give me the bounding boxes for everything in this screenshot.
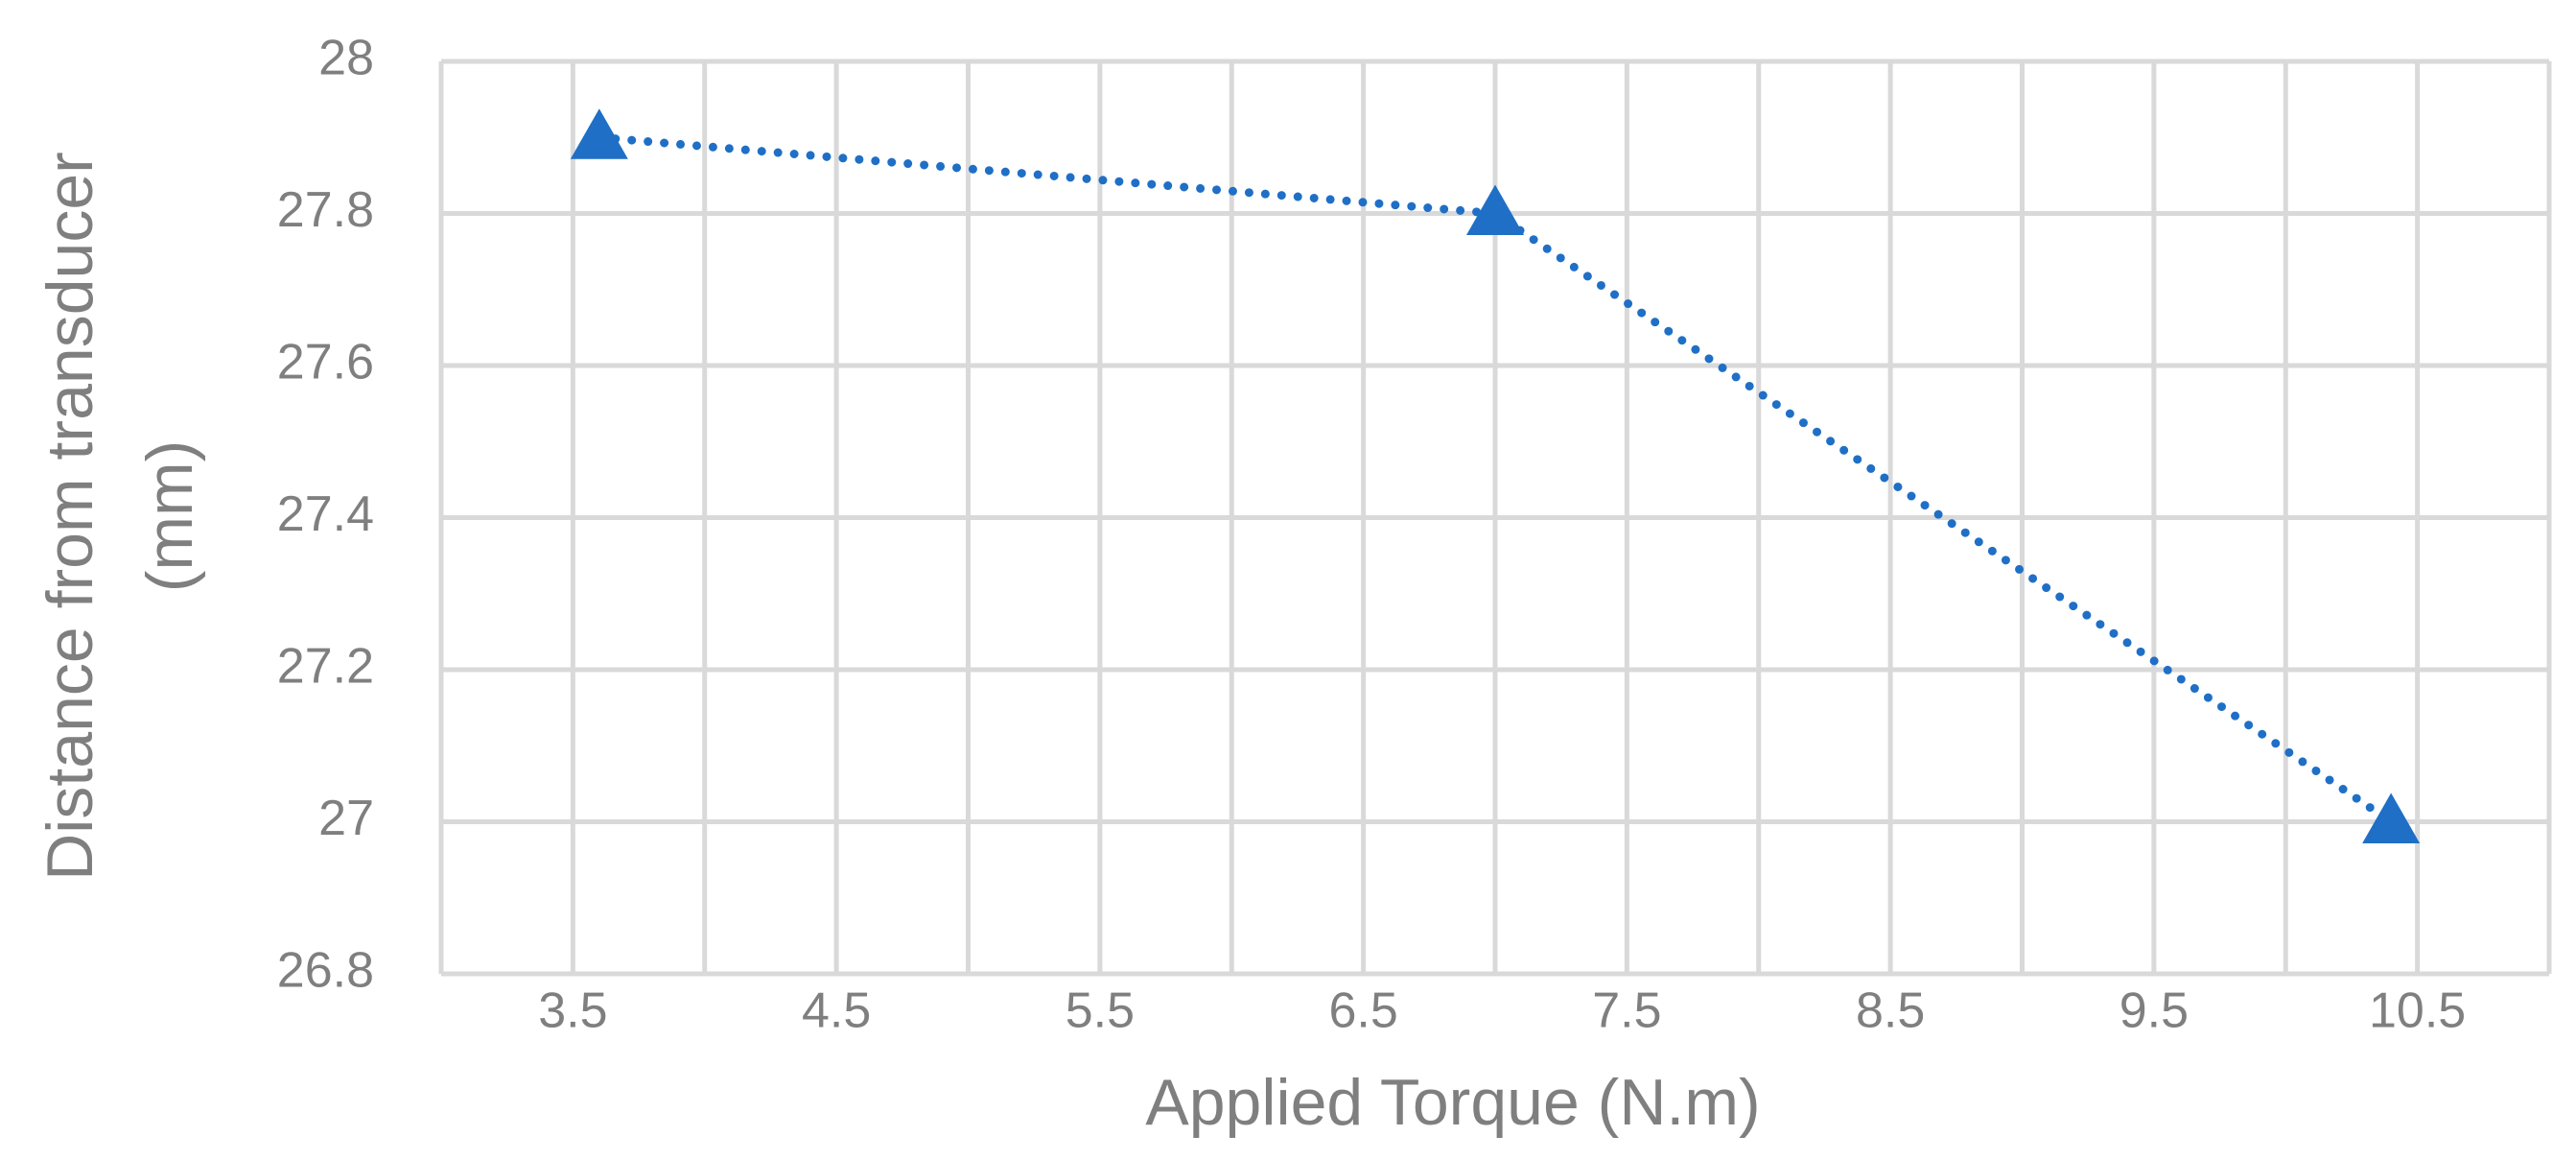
y-axis-title: (mm) (133, 440, 206, 593)
y-tick-label: 27.8 (277, 182, 374, 238)
x-tick-label: 4.5 (802, 983, 871, 1039)
x-tick-label: 7.5 (1592, 983, 1661, 1039)
y-tick-label: 26.8 (277, 943, 374, 999)
marker (1466, 184, 1524, 235)
x-tick-label: 9.5 (2119, 983, 2189, 1039)
x-tick-label: 5.5 (1066, 983, 1135, 1039)
x-tick-label: 8.5 (1856, 983, 1925, 1039)
y-tick-label: 28 (318, 31, 374, 86)
x-tick-label: 6.5 (1328, 983, 1397, 1039)
marker (570, 108, 628, 159)
y-tick-label: 27 (318, 791, 374, 846)
y-tick-label: 27.4 (277, 486, 374, 542)
x-axis-title: Applied Torque (N.m) (1145, 1066, 1760, 1139)
x-tick-label: 3.5 (538, 983, 607, 1039)
y-axis-title: Distance from transducer (34, 152, 106, 881)
y-tick-label: 27.6 (277, 335, 374, 390)
y-tick-label: 27.2 (277, 639, 374, 695)
x-tick-label: 10.5 (2369, 983, 2466, 1039)
marker (2362, 792, 2421, 843)
